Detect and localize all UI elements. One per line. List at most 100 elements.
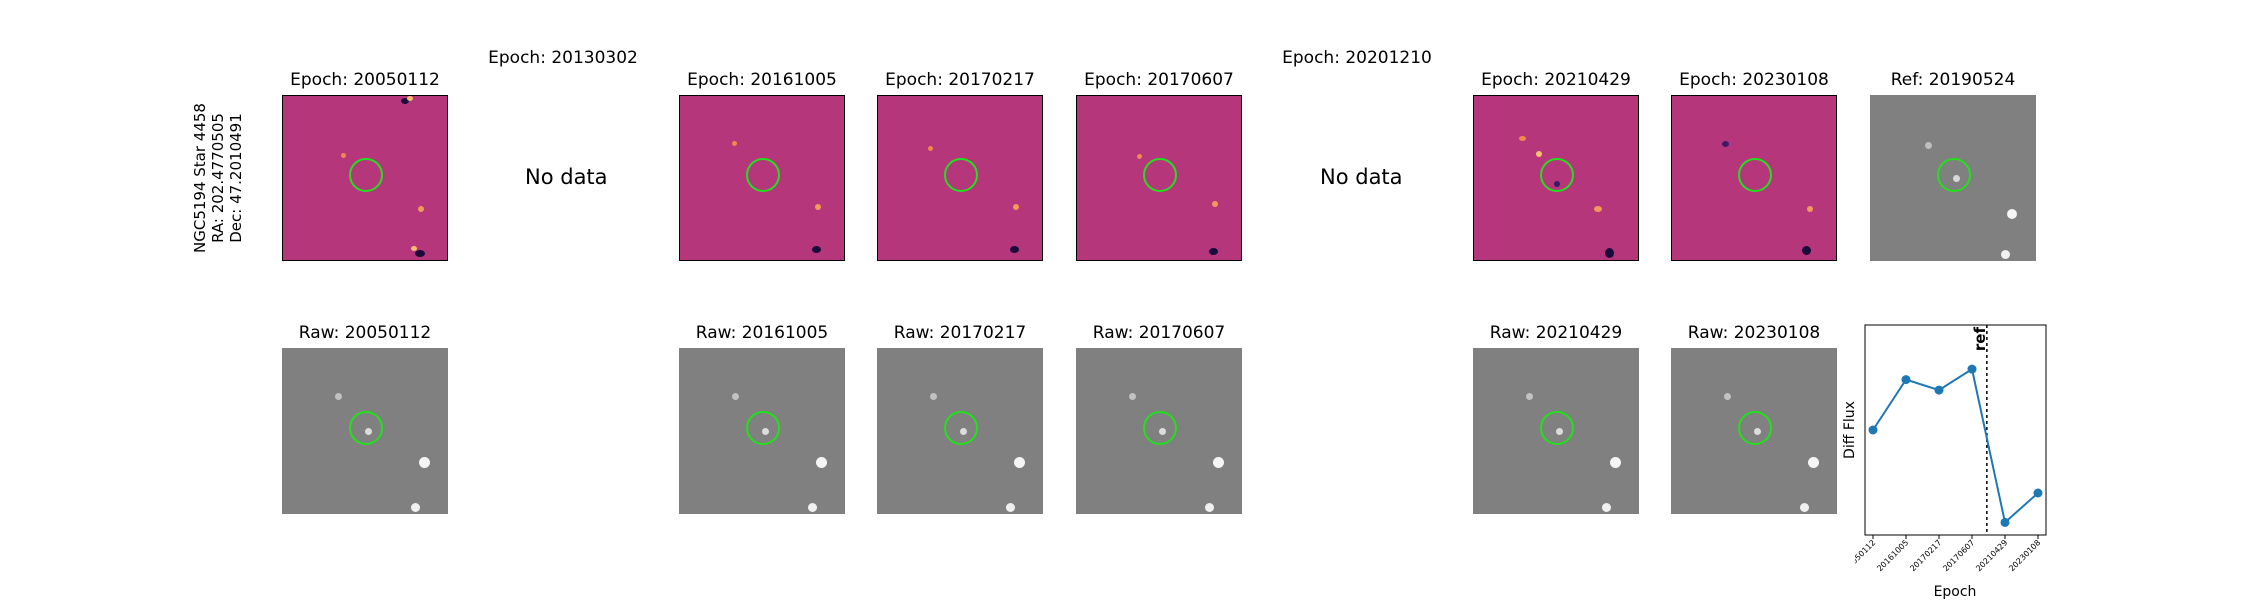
star-source	[1800, 503, 1809, 512]
title-epoch-20170607: Epoch: 20170607	[1084, 70, 1234, 90]
dipole	[732, 141, 737, 146]
aperture-circle	[1937, 158, 1971, 192]
aperture-circle	[944, 158, 978, 192]
star-source	[1602, 503, 1611, 512]
reference-label: ref	[1971, 327, 1989, 352]
raw-image-20230108	[1671, 348, 1837, 514]
x-tick-label-20050112: 20050112	[1855, 538, 1877, 573]
star-source	[2007, 209, 2017, 219]
dipole	[1722, 141, 1729, 147]
dipole	[1137, 154, 1142, 159]
raw-image-20170217	[877, 348, 1043, 514]
dipole	[1010, 246, 1019, 253]
star-source	[1014, 457, 1025, 468]
data-point-20050112	[1868, 425, 1878, 435]
dipole	[1802, 246, 1811, 255]
star-source	[1006, 503, 1015, 512]
data-point-20161005	[1901, 375, 1911, 385]
plot-frame	[1864, 324, 2047, 536]
raw-image-20210429	[1473, 348, 1639, 514]
star-source	[1724, 393, 1731, 400]
dipole	[1807, 206, 1813, 212]
title-epoch-20170217: Epoch: 20170217	[885, 70, 1035, 90]
title-raw-20230108: Raw: 20230108	[1687, 323, 1821, 343]
aperture-circle	[1738, 411, 1772, 445]
data-point-20170217	[1934, 385, 1944, 395]
title-epoch-20201210: Epoch: 20201210	[1282, 48, 1432, 68]
dipole	[407, 96, 413, 101]
diff-image-20170607	[1076, 95, 1242, 261]
dipole	[1519, 136, 1526, 141]
light-curve-chart: ref 200501122016100520170217201706072021…	[1855, 324, 2047, 600]
flux-series-line	[1872, 367, 2039, 525]
star-source	[1205, 503, 1214, 512]
star-ra: RA: 202.4770505	[209, 113, 227, 243]
dipole	[1536, 151, 1542, 157]
dipole	[411, 246, 417, 251]
star-dec: Dec: 47.2010491	[227, 113, 245, 243]
star-source	[1610, 457, 1621, 468]
star-source	[2001, 250, 2010, 259]
x-tick-label-20230108: 20230108	[2007, 538, 2042, 573]
raw-image-20170607	[1076, 348, 1242, 514]
title-raw-20170607: Raw: 20170607	[1092, 323, 1226, 343]
y-axis-label: Diff Flux	[1842, 401, 1858, 459]
diff-image-20210429	[1473, 95, 1639, 261]
x-tick-label-20170217: 20170217	[1908, 538, 1943, 573]
title-raw-20050112: Raw: 20050112	[298, 323, 432, 343]
data-point-20170607	[1967, 364, 1977, 374]
diff-image-20050112	[282, 95, 448, 261]
aperture-circle	[746, 158, 780, 192]
star-source	[335, 393, 342, 400]
x-tick-label-20161005: 20161005	[1875, 538, 1910, 573]
reference-image	[1870, 95, 2036, 261]
star-source	[930, 393, 937, 400]
data-point-20230108	[2033, 488, 2043, 498]
star-source	[732, 393, 739, 400]
star-source	[1129, 393, 1136, 400]
aperture-circle	[944, 411, 978, 445]
star-source	[1808, 457, 1819, 468]
diff-image-20161005	[679, 95, 845, 261]
aperture-circle	[1143, 411, 1177, 445]
dipole	[415, 250, 425, 257]
x-tick-label-20170607: 20170607	[1941, 538, 1976, 573]
x-axis-label: Epoch	[1934, 584, 1977, 600]
diff-image-20230108	[1671, 95, 1837, 261]
star-source	[1213, 457, 1224, 468]
dipole	[1209, 248, 1218, 255]
star-source	[419, 457, 430, 468]
dipole	[815, 204, 821, 210]
star-source	[808, 503, 817, 512]
dipole	[1605, 248, 1614, 258]
dipole	[928, 146, 933, 151]
aperture-circle	[1143, 158, 1177, 192]
dipole	[1013, 204, 1019, 210]
title-epoch-20210429: Epoch: 20210429	[1481, 70, 1631, 90]
title-epoch-20050112: Epoch: 20050112	[290, 70, 440, 90]
x-tick-label-20210429: 20210429	[1974, 538, 2009, 573]
dipole	[341, 153, 346, 158]
title-raw-20210429: Raw: 20210429	[1489, 323, 1623, 343]
dipole	[418, 206, 424, 212]
star-source	[1925, 142, 1932, 149]
aperture-circle	[1738, 158, 1772, 192]
title-epoch-20130302: Epoch: 20130302	[488, 48, 638, 68]
dipole	[401, 98, 409, 104]
aperture-circle	[349, 158, 383, 192]
raw-image-20050112	[282, 348, 448, 514]
no-data-20130302: No data	[525, 165, 608, 189]
title-epoch-20161005: Epoch: 20161005	[687, 70, 837, 90]
title-epoch-20230108: Epoch: 20230108	[1679, 70, 1829, 90]
diff-image-20170217	[877, 95, 1043, 261]
aperture-circle	[1540, 158, 1574, 192]
star-source	[816, 457, 827, 468]
aperture-circle	[349, 411, 383, 445]
aperture-circle	[746, 411, 780, 445]
title-raw-20161005: Raw: 20161005	[695, 323, 829, 343]
dipole	[1212, 201, 1218, 207]
dipole	[812, 246, 821, 253]
title-raw-20170217: Raw: 20170217	[893, 323, 1027, 343]
dipole	[1594, 206, 1602, 212]
raw-image-20161005	[679, 348, 845, 514]
